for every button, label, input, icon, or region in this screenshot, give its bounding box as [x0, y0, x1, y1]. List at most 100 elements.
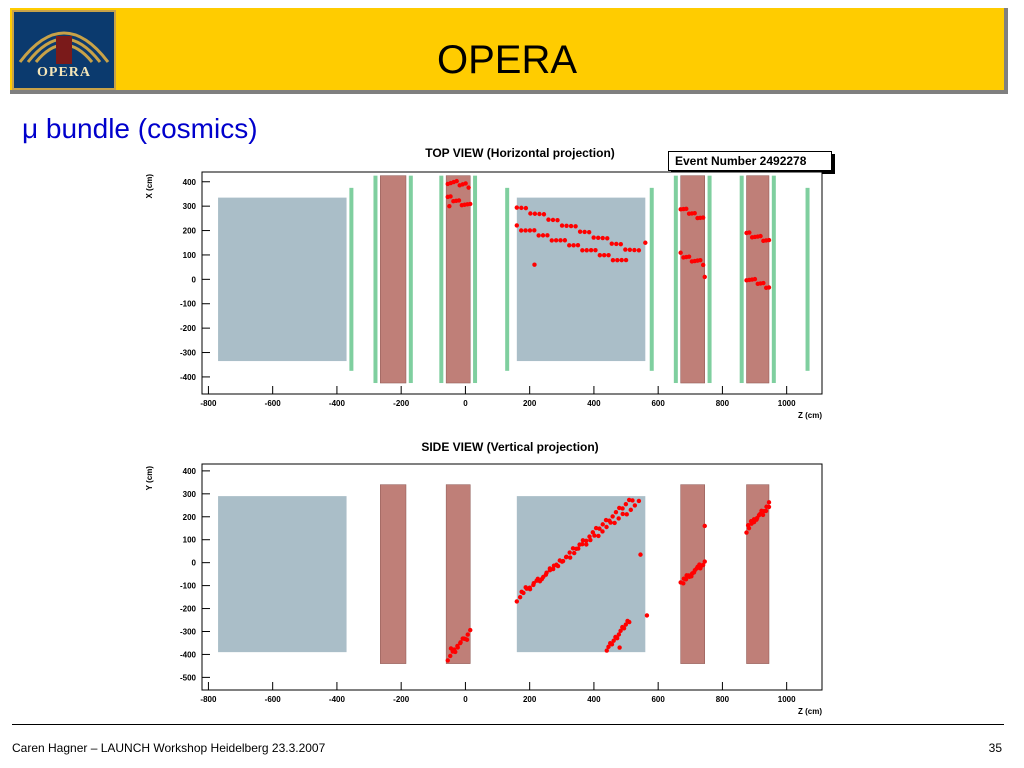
hit-point [630, 498, 635, 503]
y-tick-label: -300 [180, 349, 197, 358]
hit-point [616, 516, 621, 521]
hit-point [514, 599, 520, 604]
hit-point [571, 243, 576, 248]
hit-point [456, 198, 462, 203]
hit-point [535, 576, 541, 581]
y-tick-label: 400 [183, 467, 197, 476]
hit-point [600, 235, 605, 241]
x-tick-label: 0 [463, 695, 468, 704]
hit-point [527, 228, 533, 233]
slide-title: μ bundle (cosmics) [22, 113, 258, 144]
magnet-region-1 [445, 175, 471, 384]
hit-point [600, 522, 605, 527]
hit-point [573, 224, 578, 229]
hit-point [555, 217, 560, 223]
logo-text: OPERA [37, 65, 91, 80]
hit-point [636, 498, 642, 504]
hit-point [532, 228, 537, 233]
magnet-region-1 [445, 484, 471, 664]
hit-point [514, 205, 520, 210]
x-tick-label: 800 [716, 399, 730, 408]
hit-point [754, 515, 760, 521]
hit-point [519, 589, 524, 594]
x-tick-label: 200 [523, 399, 537, 408]
hit-point [584, 538, 589, 544]
side-view-title: SIDE VIEW (Vertical projection) [421, 440, 599, 454]
hit-point [613, 509, 619, 515]
hit-point [638, 552, 643, 557]
y-axis-label: X (cm) [145, 174, 154, 199]
event-number-box: Event Number 2492278 [668, 151, 832, 171]
hit-point [766, 237, 772, 243]
footer-text: Caren Hagner – LAUNCH Workshop Heidelber… [12, 741, 326, 755]
x-tick-label: -800 [200, 399, 217, 408]
tracker-plane-0 [349, 187, 354, 371]
theatre-balconies-icon [18, 31, 110, 64]
y-tick-label: 200 [183, 227, 197, 236]
x-tick-label: 1000 [778, 695, 796, 704]
hit-point [592, 533, 597, 538]
hit-point [536, 233, 541, 238]
hit-point [702, 274, 707, 280]
hit-point [445, 658, 450, 663]
hit-point [455, 643, 460, 649]
hit-point [744, 530, 749, 535]
hit-point [597, 253, 603, 258]
x-tick-label: -400 [329, 399, 346, 408]
hit-point [454, 178, 459, 184]
hit-point [745, 523, 751, 528]
hit-point [559, 223, 565, 228]
hit-point [609, 642, 615, 647]
hit-point [593, 247, 598, 253]
hit-point [609, 241, 614, 246]
opera-theatre-logo-icon: OPERA [12, 10, 116, 90]
hit-point [617, 505, 622, 511]
x-tick-label: 400 [587, 399, 601, 408]
y-tick-label: -500 [180, 673, 197, 682]
y-tick-label: -400 [180, 373, 197, 382]
hit-point [689, 571, 695, 576]
hit-point [580, 538, 586, 543]
tracker-plane-2 [408, 175, 413, 384]
hit-point [570, 546, 576, 551]
hit-point [537, 211, 542, 217]
hit-point [547, 567, 553, 573]
hit-point [540, 233, 546, 238]
hit-point [593, 525, 599, 531]
hit-point [616, 632, 622, 637]
hit-point [580, 248, 585, 253]
hit-point [567, 243, 572, 248]
title-banner: OPERA [10, 8, 1008, 94]
x-tick-label: 600 [651, 399, 665, 408]
hit-point [584, 248, 589, 253]
hit-point [539, 576, 545, 582]
hit-point [587, 534, 592, 539]
y-tick-label: 0 [192, 275, 197, 284]
page-number: 35 [988, 741, 1002, 755]
hit-point [588, 537, 593, 543]
hit-point [555, 563, 561, 569]
hit-point [615, 257, 620, 263]
x-axis-label: Z (cm) [798, 707, 822, 716]
hit-point [700, 215, 706, 220]
hit-point [678, 250, 683, 255]
hit-point [527, 585, 532, 590]
hit-point [763, 508, 769, 514]
hit-point [551, 563, 557, 568]
hit-point [543, 572, 549, 577]
hit-point [761, 280, 766, 286]
hit-point [611, 638, 616, 643]
hit-point [514, 223, 520, 228]
hit-point [468, 627, 473, 633]
hit-point [604, 648, 609, 653]
hit-point [623, 501, 629, 507]
hit-point [681, 576, 687, 581]
y-tick-label: 200 [183, 513, 197, 522]
hit-point [559, 559, 565, 564]
x-tick-label: 1000 [778, 399, 796, 408]
hit-point [620, 506, 625, 511]
tracker-plane-3 [439, 175, 444, 384]
hit-point [681, 581, 686, 586]
